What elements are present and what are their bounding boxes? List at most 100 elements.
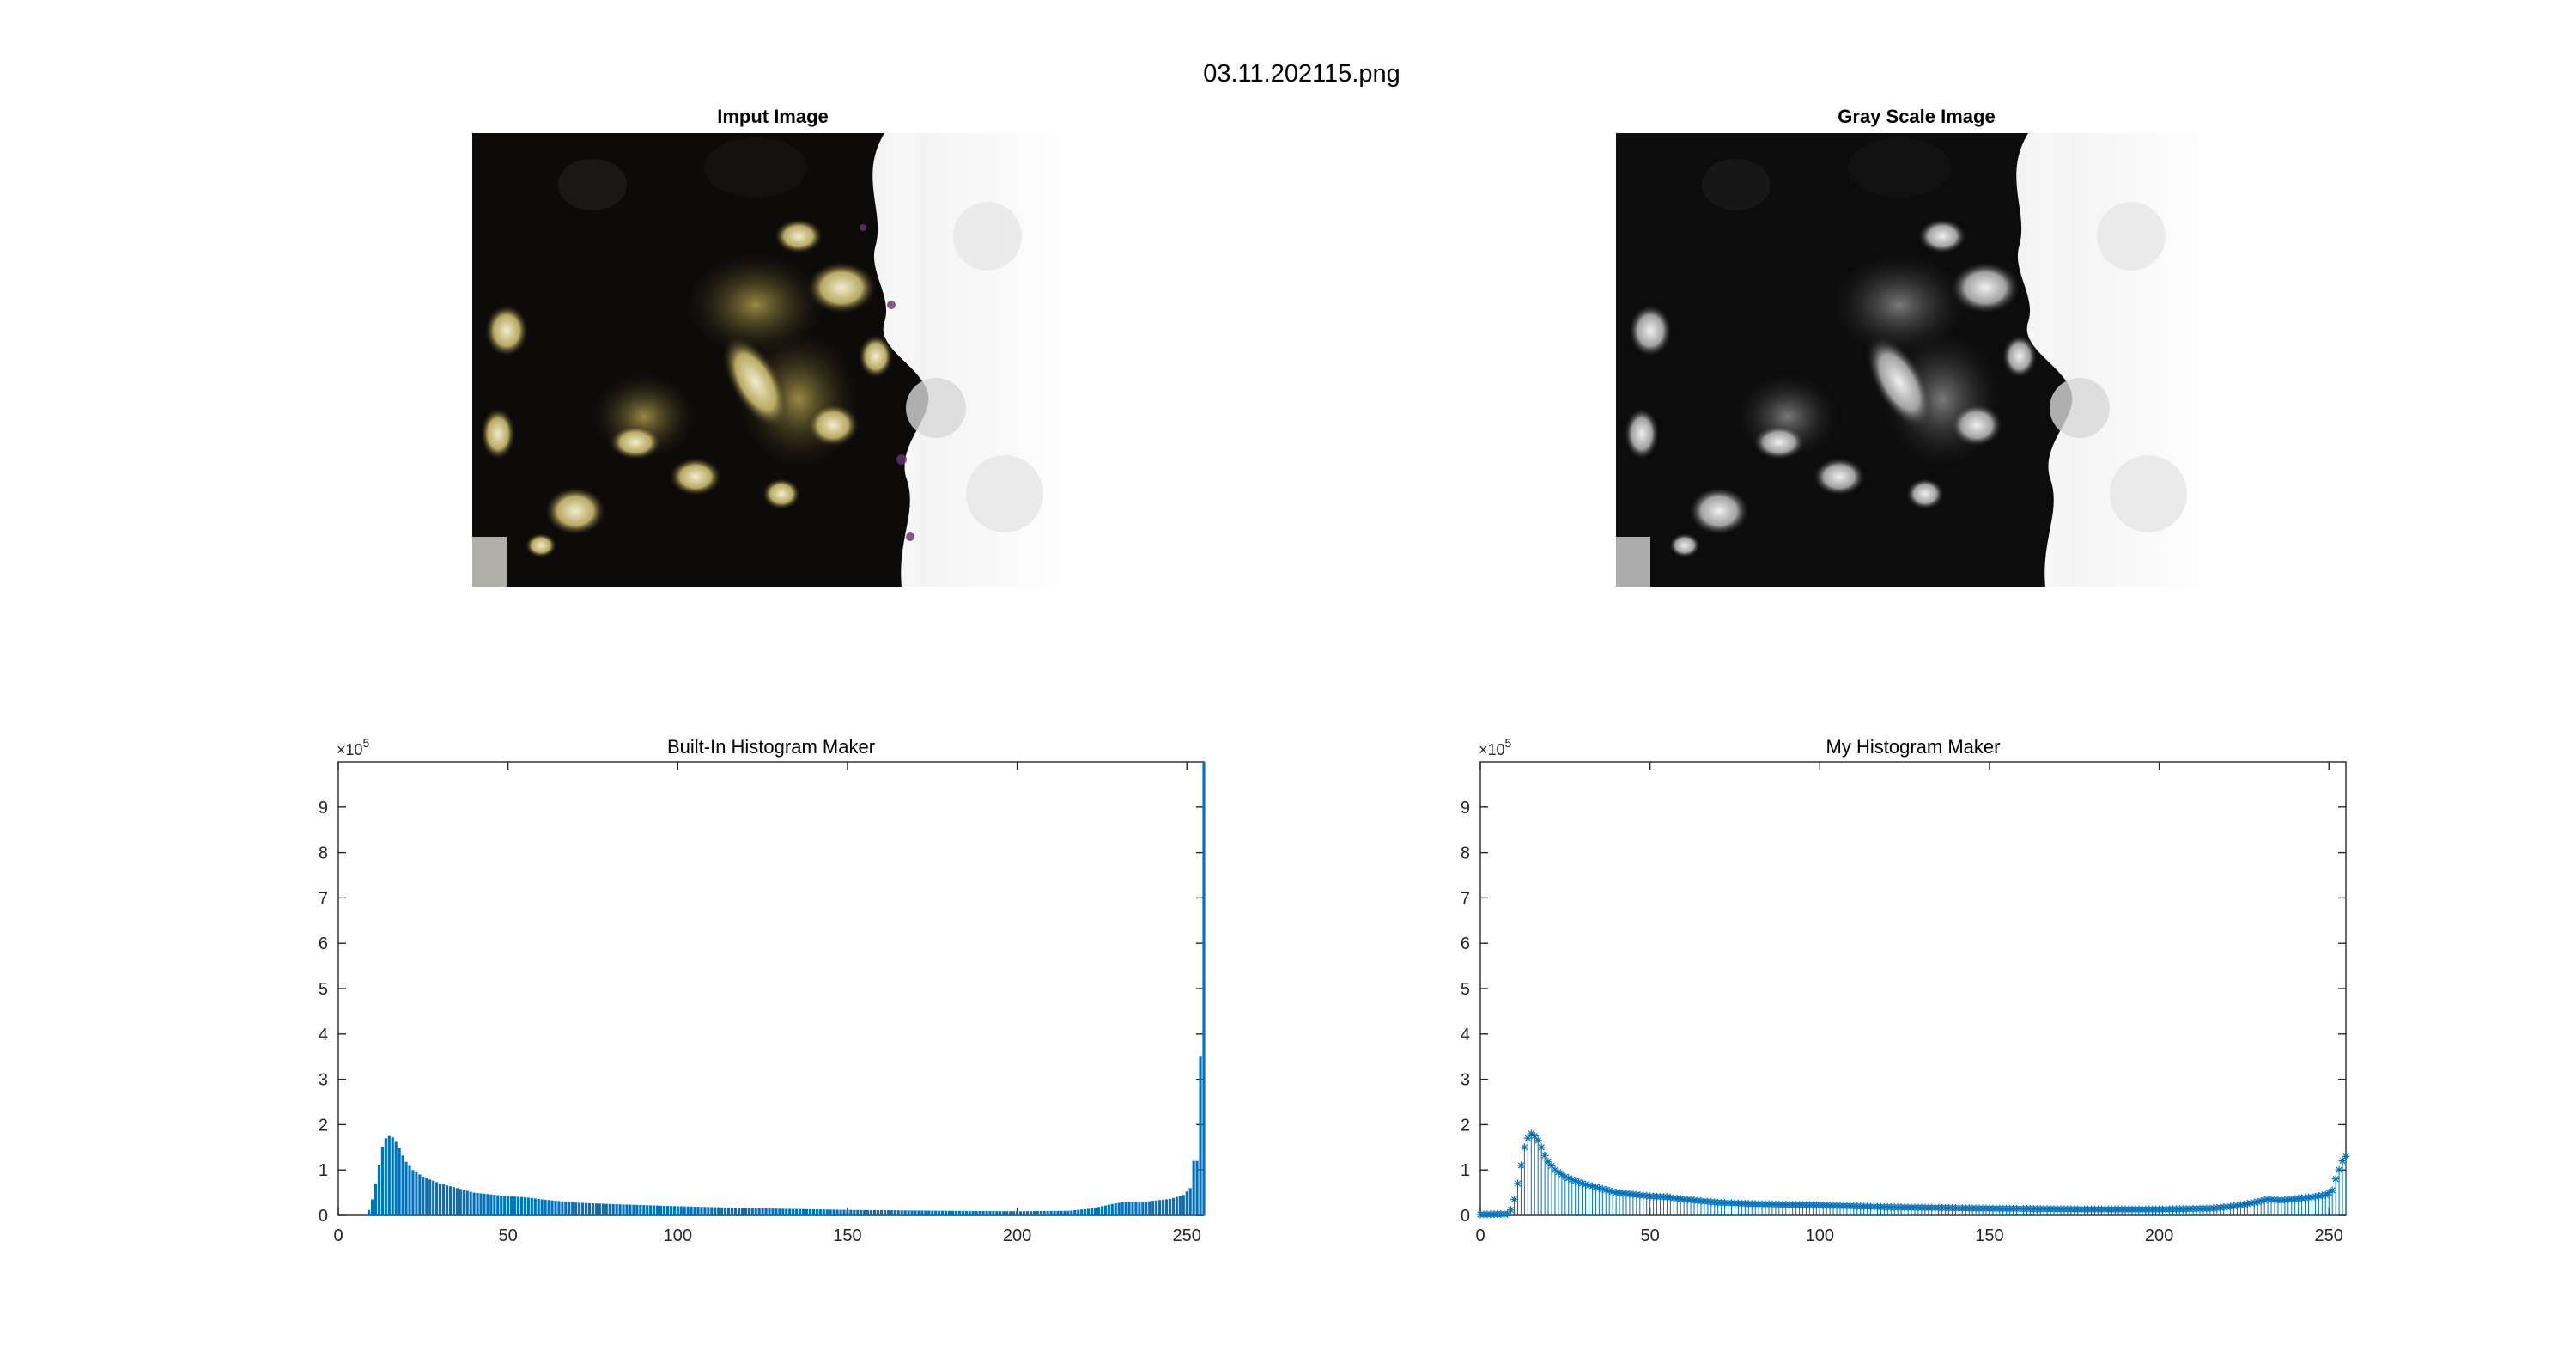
y-tick-label: 5: [319, 980, 328, 999]
histogram-bar: [608, 1203, 611, 1215]
histogram-bar: [1188, 1188, 1192, 1215]
histogram-bar: [489, 1194, 493, 1215]
histogram-bar: [625, 1204, 629, 1215]
y-tick-label: 3: [319, 1071, 328, 1090]
y-tick-label: 6: [319, 934, 328, 953]
histogram-bar: [483, 1193, 486, 1215]
stem-marker: [2246, 1199, 2255, 1208]
stem-marker: [1510, 1196, 1519, 1204]
gray-image-graphic: [1616, 133, 2220, 587]
y-tick-label: 0: [1461, 1207, 1470, 1226]
histogram-bar: [900, 1210, 903, 1215]
stem-marker: [2233, 1202, 2242, 1210]
histogram-bar: [425, 1178, 428, 1215]
histogram-bar: [720, 1207, 724, 1215]
histogram-bar: [1145, 1202, 1148, 1215]
histogram-bar: [686, 1206, 690, 1215]
histogram-bar: [727, 1208, 731, 1215]
histogram-bar: [730, 1208, 734, 1215]
histogram-bar: [398, 1147, 401, 1215]
histogram-bar: [1141, 1202, 1145, 1215]
histogram-bar: [992, 1211, 995, 1215]
histogram-bar: [1080, 1209, 1084, 1215]
histogram-bar: [448, 1186, 453, 1215]
histogram-bar: [1090, 1208, 1094, 1215]
histogram-bar: [605, 1203, 608, 1215]
histogram-bar: [367, 1209, 371, 1215]
stem-marker: [1558, 1170, 1566, 1178]
x-tick-label: 100: [664, 1226, 692, 1245]
histogram-bar: [394, 1141, 398, 1215]
histogram-bar: [733, 1208, 738, 1215]
histogram-bar: [391, 1137, 394, 1215]
histogram-bar: [1012, 1211, 1016, 1215]
histogram-bar: [879, 1210, 884, 1215]
histogram-bar: [683, 1206, 686, 1215]
histogram-bar: [781, 1208, 785, 1215]
histogram-bar: [737, 1208, 741, 1215]
histogram-bar: [594, 1203, 598, 1215]
stem-marker: [1561, 1172, 1570, 1181]
x-tick-label: 150: [1975, 1226, 2003, 1245]
histogram-bar: [805, 1208, 809, 1215]
histogram-bar: [754, 1208, 757, 1215]
stem-marker: [1551, 1165, 1559, 1174]
histogram-bar: [435, 1182, 439, 1215]
histogram-bar: [384, 1138, 387, 1215]
histogram-bar: [799, 1208, 802, 1215]
histogram-bar: [513, 1196, 517, 1215]
histogram-bar: [581, 1202, 585, 1215]
histogram-bar: [931, 1210, 934, 1215]
stem-marker: [1601, 1185, 1610, 1194]
stem-marker: [1591, 1183, 1600, 1191]
histogram-bar: [1087, 1208, 1091, 1215]
histogram-bar: [655, 1205, 659, 1215]
histogram-bar: [872, 1209, 877, 1215]
histogram-bar: [761, 1208, 764, 1215]
histogram-bar: [649, 1205, 653, 1215]
histogram-bar: [788, 1208, 792, 1215]
histogram-bar: [653, 1205, 656, 1215]
histogram-bar: [1110, 1203, 1114, 1215]
histogram-bar: [825, 1209, 829, 1215]
stem-marker: [1527, 1129, 1535, 1138]
histogram-bar: [1070, 1210, 1073, 1215]
histogram-bar: [842, 1209, 846, 1215]
histogram-bar: [1016, 1211, 1019, 1215]
stem-marker: [2243, 1200, 2251, 1208]
stem-marker: [2311, 1192, 2319, 1201]
stem-marker: [1588, 1182, 1596, 1190]
histogram-bar: [455, 1188, 459, 1215]
stem-marker: [1513, 1179, 1522, 1188]
histogram-bar: [835, 1209, 839, 1215]
histogram-bar: [768, 1208, 771, 1215]
histogram-bar: [907, 1210, 910, 1215]
histogram-bar: [944, 1210, 948, 1215]
stem-marker: [1544, 1158, 1552, 1166]
histogram-bar: [896, 1210, 900, 1215]
histogram-bar: [672, 1206, 676, 1215]
histogram-bar: [503, 1196, 507, 1215]
histogram-bar: [516, 1196, 520, 1215]
histogram-bar: [568, 1202, 571, 1215]
histogram-bar: [415, 1171, 418, 1215]
histogram-bar: [1175, 1196, 1178, 1215]
histogram-bar: [1060, 1210, 1063, 1215]
histogram-bar: [724, 1207, 727, 1215]
histogram-bar: [914, 1210, 917, 1215]
histogram-bar: [703, 1207, 707, 1215]
y-tick-label: 7: [1461, 889, 1470, 908]
stem-marker: [2236, 1201, 2245, 1209]
histogram-bar: [801, 1208, 805, 1215]
stem-marker: [2318, 1191, 2326, 1200]
stem-marker: [2328, 1186, 2336, 1195]
stem-marker: [2331, 1175, 2340, 1184]
histogram-bar: [1022, 1211, 1026, 1215]
histogram-bar: [601, 1203, 605, 1215]
histogram-bar: [1009, 1211, 1012, 1215]
histogram-bar: [717, 1207, 720, 1215]
stem-marker: [1595, 1184, 1603, 1192]
histogram-bar: [1151, 1201, 1155, 1215]
histogram-bar: [1042, 1210, 1046, 1215]
histogram-bar: [676, 1206, 679, 1215]
